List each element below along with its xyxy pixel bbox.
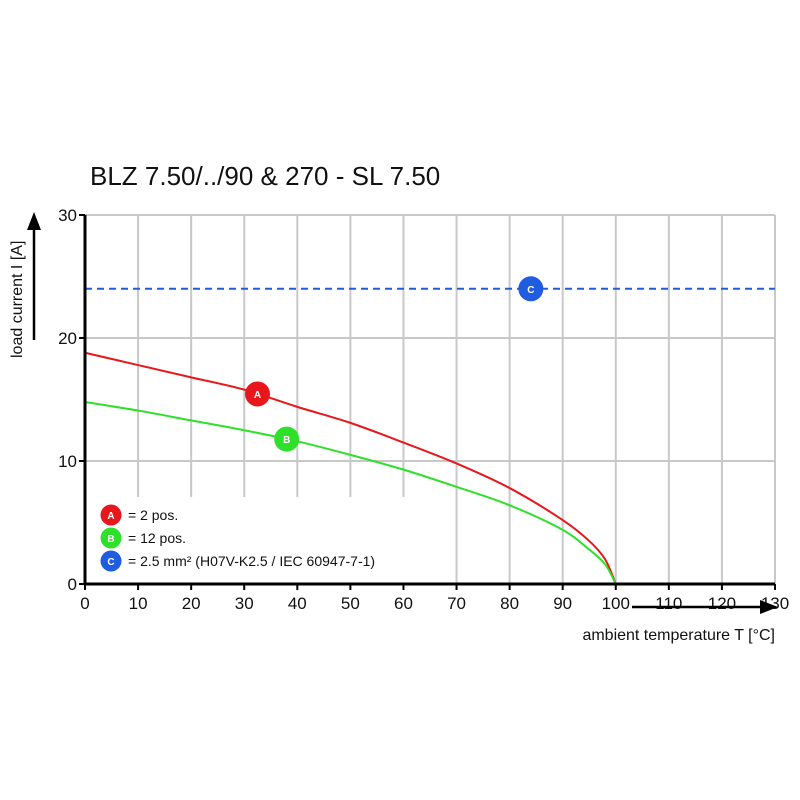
series-line-b (84, 400, 617, 585)
x-tick-label: 20 (182, 594, 201, 613)
series-group: A B C (84, 276, 775, 585)
legend-badge-a (100, 504, 122, 526)
x-tick-label: 100 (602, 594, 630, 613)
legend-badge-label: B (107, 534, 114, 545)
x-axis-label: ambient temperature T [°C] (582, 627, 775, 644)
y-tick-label: 0 (68, 575, 77, 594)
x-tick-label: 120 (708, 594, 736, 613)
legend-entry: = 2.5 mm² (H07V-K2.5 / IEC 60947-7-1) (128, 553, 375, 569)
x-tick-label: 30 (235, 594, 254, 613)
series-marker-label: C (527, 285, 534, 296)
legend-badge-c (100, 550, 122, 572)
x-tick-label: 40 (288, 594, 307, 613)
x-tick-label: 10 (129, 594, 148, 613)
legend-entry: = 2 pos. (128, 507, 178, 523)
y-tick-label: 10 (58, 452, 77, 471)
legend-box (86, 497, 431, 583)
x-tick-label: 90 (553, 594, 572, 613)
x-tick-label: 50 (341, 594, 360, 613)
series-marker-label: A (254, 390, 261, 401)
legend-badge-label: A (107, 511, 114, 522)
legend-background (86, 497, 431, 583)
x-arrow-head-icon (760, 600, 778, 614)
x-tick-label: 70 (447, 594, 466, 613)
legend-badge-b (100, 527, 122, 549)
series-marker-b (274, 426, 300, 452)
x-tick-label: 80 (500, 594, 519, 613)
series-marker-label: B (283, 435, 290, 446)
legend-entry: = 12 pos. (128, 530, 186, 546)
x-tick-label: 110 (655, 594, 682, 613)
y-tick-label: 20 (58, 329, 77, 348)
grid (85, 214, 776, 584)
y-tick-label: 30 (58, 206, 77, 225)
legend-badge-label: C (107, 557, 114, 568)
chart-title: BLZ 7.50/../90 & 270 - SL 7.50 (90, 161, 440, 191)
legend: A = 2 pos. B = 12 pos. C = 2.5 mm² (H07V-K2.5… (100, 504, 375, 572)
x-tick-label: 60 (394, 594, 413, 613)
y-axis-label: load current I [A] (9, 241, 26, 358)
series-line-a (84, 351, 617, 585)
y-arrow-head-icon (27, 212, 41, 230)
series-marker-c (518, 276, 544, 302)
x-tick-label: 0 (80, 594, 89, 613)
series-marker-a (245, 381, 270, 407)
